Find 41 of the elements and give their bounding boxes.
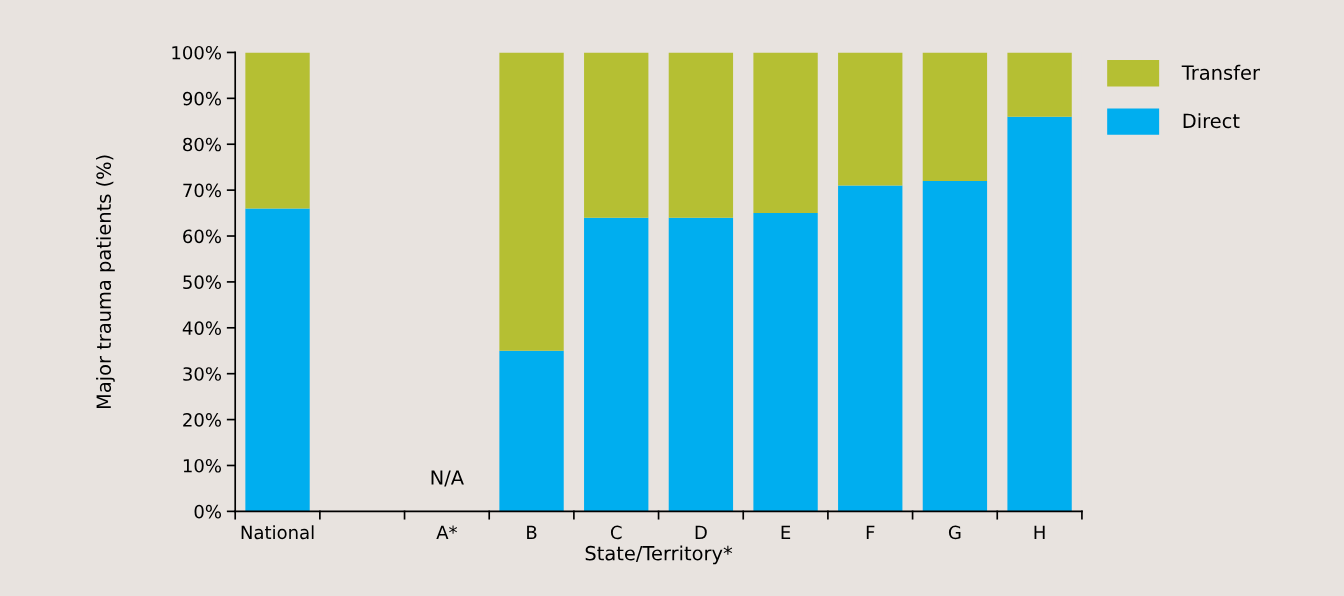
bar: [584, 52, 649, 218]
x-axis-title: State/Territory*: [585, 545, 733, 565]
y-tick-label: 60%: [183, 229, 222, 244]
y-tick-label: 50%: [183, 275, 222, 290]
bar: [753, 213, 818, 512]
bar: [922, 180, 988, 512]
y-tick-label: 80%: [183, 137, 222, 152]
y-tick-label: 10%: [183, 458, 222, 473]
bar: [1007, 52, 1072, 117]
legend-label: Transfer: [1181, 64, 1260, 80]
bar: [668, 217, 734, 512]
x-tick-label: F: [866, 525, 875, 539]
bar: [753, 52, 818, 214]
x-tick-label: D: [695, 525, 707, 539]
bar: [245, 208, 310, 512]
x-tick-label: E: [781, 525, 791, 539]
y-tick-label: 40%: [182, 321, 222, 335]
y-tick-label: 30%: [183, 367, 222, 381]
y-tick-label: 90%: [183, 91, 222, 106]
y-axis-title: Major trauma patients (%): [96, 155, 115, 409]
x-tick-label: G: [948, 525, 961, 540]
bar: [668, 52, 734, 218]
bar: [584, 217, 649, 512]
bar: [922, 52, 988, 181]
x-tick-label: C: [610, 525, 622, 540]
x-tick-label: National: [241, 525, 314, 540]
annotation: N/A: [431, 470, 464, 487]
bar: [1007, 116, 1072, 512]
bar: [838, 52, 903, 186]
bar: [838, 185, 903, 512]
bar: [499, 52, 564, 351]
y-tick-label: 70%: [183, 183, 222, 198]
y-tick-label: 20%: [183, 413, 222, 427]
x-tick-label: H: [1034, 525, 1045, 539]
legend-label: Direct: [1183, 113, 1240, 129]
x-tick-label: A*: [436, 525, 458, 539]
bar: [499, 350, 564, 512]
x-tick-label: B: [527, 525, 537, 539]
bar: [245, 52, 310, 209]
y-tick-label: 100%: [172, 45, 222, 60]
y-tick-label: 0%: [194, 504, 222, 519]
